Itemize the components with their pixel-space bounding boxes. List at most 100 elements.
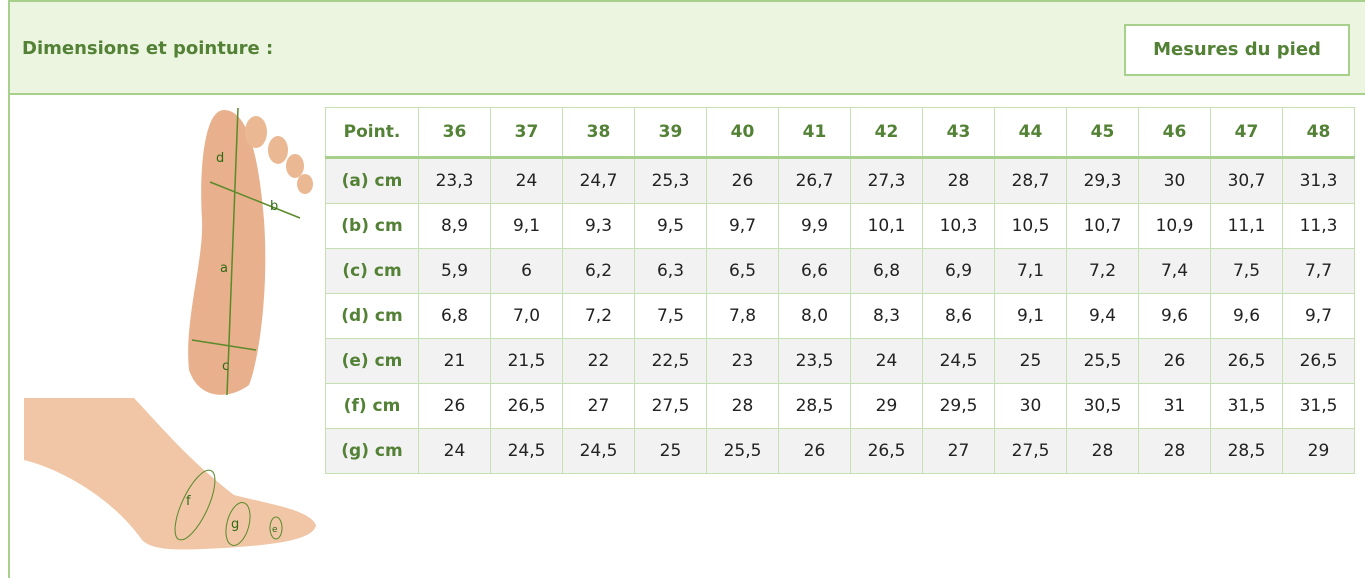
table-cell: 29 [851, 384, 923, 429]
table-cell: 40 [707, 108, 779, 158]
table-cell: 28,7 [995, 158, 1067, 204]
table-cell: 9,7 [1283, 294, 1355, 339]
table-row: (c) cm5,966,26,36,56,66,86,97,17,27,47,5… [326, 249, 1355, 294]
table-cell: 31,3 [1283, 158, 1355, 204]
table-cell: 7,5 [635, 294, 707, 339]
table-cell: 30 [995, 384, 1067, 429]
table-cell: 31 [1139, 384, 1211, 429]
row-label: (b) cm [326, 204, 419, 249]
table-cell: 7,2 [563, 294, 635, 339]
table-cell: 27 [923, 429, 995, 474]
table-cell: 28 [1139, 429, 1211, 474]
table-cell: 8,3 [851, 294, 923, 339]
button[interactable]: Mesures du pied [1124, 24, 1350, 76]
figure-label: f [186, 494, 191, 509]
row-label: (a) cm [326, 158, 419, 204]
table-cell: 28 [923, 158, 995, 204]
table-cell: 26,5 [491, 384, 563, 429]
table-cell: 9,1 [995, 294, 1067, 339]
table-cell: 39 [635, 108, 707, 158]
table-cell: 28,5 [779, 384, 851, 429]
table-cell: 26,5 [851, 429, 923, 474]
table-cell: 25 [995, 339, 1067, 384]
table-cell: 43 [923, 108, 995, 158]
table-cell: 9,6 [1139, 294, 1211, 339]
table-cell: 7,2 [1067, 249, 1139, 294]
row-label: (g) cm [326, 429, 419, 474]
table-cell: 27 [563, 384, 635, 429]
table-cell: 9,1 [491, 204, 563, 249]
figure-label: g [231, 517, 239, 532]
table-cell: 7,0 [491, 294, 563, 339]
header: Dimensions et pointure : Mesures du pied [10, 0, 1365, 95]
table-cell: 6,8 [851, 249, 923, 294]
table-cell: 27,3 [851, 158, 923, 204]
table-cell: 10,1 [851, 204, 923, 249]
figure-label: e [272, 525, 278, 535]
figure-label: d [216, 151, 224, 166]
table-cell: 10,7 [1067, 204, 1139, 249]
table-cell: 27,5 [635, 384, 707, 429]
table-cell: 25,5 [707, 429, 779, 474]
table-cell: 44 [995, 108, 1067, 158]
table-cell: 47 [1211, 108, 1283, 158]
table-cell: 23,5 [779, 339, 851, 384]
table-cell: 28,5 [1211, 429, 1283, 474]
table-cell: 29 [1283, 429, 1355, 474]
side-figure: f g e [24, 398, 316, 550]
figure-label: b [270, 199, 278, 214]
table-cell: 26 [707, 158, 779, 204]
table-cell: 8,9 [419, 204, 491, 249]
table-cell: 9,3 [563, 204, 635, 249]
table-cell: 6,6 [779, 249, 851, 294]
table-cell: 30,5 [1067, 384, 1139, 429]
table-cell: 6,9 [923, 249, 995, 294]
table-cell: 24,5 [563, 429, 635, 474]
table-cell: 31,5 [1211, 384, 1283, 429]
table-row: (f) cm2626,52727,52828,52929,53030,53131… [326, 384, 1355, 429]
table-cell: 45 [1067, 108, 1139, 158]
table-cell: 7,7 [1283, 249, 1355, 294]
table-cell: 26 [419, 384, 491, 429]
row-label: Point. [326, 108, 419, 158]
table-cell: 7,8 [707, 294, 779, 339]
table-cell: 9,7 [707, 204, 779, 249]
table-cell: 10,3 [923, 204, 995, 249]
table-cell: 7,5 [1211, 249, 1283, 294]
table-cell: 7,4 [1139, 249, 1211, 294]
table-cell: 26,5 [1211, 339, 1283, 384]
table-cell: 26 [1139, 339, 1211, 384]
table-cell: 7,1 [995, 249, 1067, 294]
table-cell: 21 [419, 339, 491, 384]
table-cell: 28 [707, 384, 779, 429]
sole-figure: d b a c [188, 108, 313, 395]
table-cell: 24 [491, 158, 563, 204]
table-cell: 8,6 [923, 294, 995, 339]
table-cell: 9,9 [779, 204, 851, 249]
table-cell: 36 [419, 108, 491, 158]
table-cell: 11,1 [1211, 204, 1283, 249]
table-cell: 24 [419, 429, 491, 474]
table-cell: 6,5 [707, 249, 779, 294]
table-cell: 10,5 [995, 204, 1067, 249]
table-cell: 27,5 [995, 429, 1067, 474]
table-cell: 21,5 [491, 339, 563, 384]
table-cell: 42 [851, 108, 923, 158]
foot-figures: d b a c f g e [24, 100, 324, 575]
table-cell: 8,0 [779, 294, 851, 339]
table-cell: 38 [563, 108, 635, 158]
table-cell: 46 [1139, 108, 1211, 158]
table-cell: 22 [563, 339, 635, 384]
table-cell: 9,5 [635, 204, 707, 249]
table-cell: 11,3 [1283, 204, 1355, 249]
table-cell: 26,7 [779, 158, 851, 204]
table-cell: 6,8 [419, 294, 491, 339]
row-label: (d) cm [326, 294, 419, 339]
table-cell: 5,9 [419, 249, 491, 294]
